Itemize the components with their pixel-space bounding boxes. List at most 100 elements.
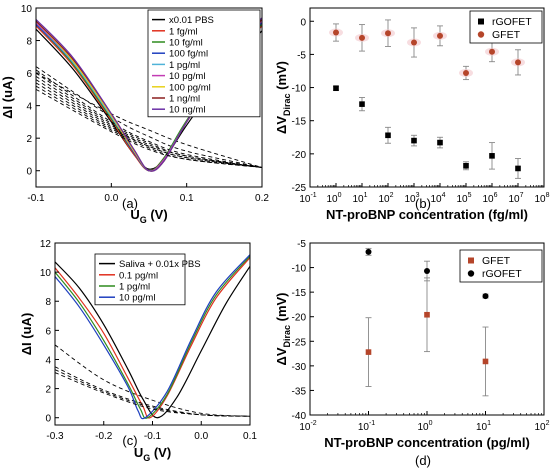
x-tick-exponent: -2 bbox=[310, 420, 316, 427]
data-point-circle bbox=[437, 32, 443, 39]
data-point-circle bbox=[424, 268, 430, 275]
plot-frame bbox=[35, 7, 263, 188]
y-axis-label-unit: (mV) bbox=[274, 61, 289, 94]
legend-marker-circle bbox=[467, 270, 475, 277]
x-axis-label-main: U bbox=[130, 207, 139, 222]
legend-box bbox=[459, 249, 543, 283]
x-tick-label: 107 bbox=[508, 192, 523, 205]
x-tick-label: 105 bbox=[456, 192, 471, 205]
series-dashed-line-3 bbox=[36, 72, 262, 168]
data-point-square bbox=[385, 132, 391, 139]
x-tick-base: 10 bbox=[358, 422, 370, 433]
y-axis-label: ΔVDirac (mV) bbox=[274, 61, 292, 134]
data-point-square bbox=[515, 165, 521, 172]
x-tick-base: 10 bbox=[482, 194, 494, 205]
data-point-square bbox=[365, 349, 372, 355]
data-point-circle bbox=[463, 69, 469, 76]
x-tick-base: 10 bbox=[456, 194, 468, 205]
panel-c: 0 2 4 6 8 10 12 -0.3 -0.2 -0.1 0.0 0.1 UG (V) ΔI (uA)… bbox=[19, 239, 257, 463]
x-tick-exponent: 7 bbox=[520, 192, 524, 199]
x-axis-label-main: NT-proBNP concentration (pg/ml) bbox=[324, 435, 530, 450]
x-tick-exponent: 3 bbox=[416, 192, 420, 199]
x-tick-label: 103 bbox=[404, 192, 419, 205]
panel-d: -40-35-30-25-20-15-10-510-2 10-1 100 101 102… bbox=[274, 239, 550, 468]
panel-label: (d) bbox=[415, 453, 431, 468]
x-tick-label: 10-1 bbox=[299, 192, 316, 205]
data-point-square bbox=[489, 153, 495, 159]
panel-label: (b) bbox=[415, 196, 431, 211]
data-point-square bbox=[411, 137, 417, 144]
plot-area bbox=[329, 19, 525, 179]
legend-label: 1 pg/ml bbox=[119, 282, 150, 293]
series-dashed-line-8 bbox=[36, 88, 262, 168]
data-point-circle bbox=[333, 29, 339, 36]
y-axis-label: ΔVDirac (mV) bbox=[274, 292, 292, 365]
plot-area bbox=[365, 247, 489, 397]
data-point-square bbox=[359, 101, 365, 107]
series-dashed-line-0 bbox=[55, 344, 250, 417]
x-axis-label: UG (V) bbox=[130, 207, 167, 225]
y-axis-label-subscript: Dirac bbox=[282, 93, 292, 116]
x-tick-exponent: 0 bbox=[429, 420, 433, 427]
x-tick-label: 104 bbox=[430, 192, 445, 205]
x-tick-exponent: 5 bbox=[468, 192, 472, 199]
x-tick-label: 0.0 bbox=[104, 193, 118, 204]
x-tick-label: 0.0 bbox=[194, 431, 208, 442]
series-dashed-line-2 bbox=[36, 69, 262, 168]
series-dashed-line-0 bbox=[36, 72, 262, 168]
legend-label: rGOFET bbox=[492, 16, 532, 28]
data-point-circle bbox=[489, 48, 495, 55]
x-tick-base: 10 bbox=[508, 194, 520, 205]
data-point-square bbox=[333, 85, 339, 92]
series-dashed-line-1 bbox=[36, 66, 262, 168]
x-tick-label: -0.2 bbox=[95, 431, 113, 442]
y-tick-label: -25 bbox=[292, 183, 307, 194]
data-point-circle bbox=[365, 248, 372, 255]
y-axis-label: ΔI (uA) bbox=[0, 76, 15, 119]
legend-label: 10 pg/ml bbox=[169, 71, 205, 82]
legend-label: 10 pg/ml bbox=[119, 293, 155, 304]
x-axis-label-main: NT-proBNP concentration (fg/ml) bbox=[326, 207, 528, 222]
legend-marker-square bbox=[478, 18, 484, 25]
series-line-0 bbox=[55, 261, 250, 419]
y-tick-label: 4 bbox=[45, 355, 51, 366]
legend-box bbox=[469, 10, 543, 44]
x-tick-exponent: 6 bbox=[494, 192, 498, 199]
x-tick-label: -0.3 bbox=[46, 431, 64, 442]
panel-label: (c) bbox=[122, 433, 137, 448]
data-point-circle bbox=[411, 39, 417, 46]
y-tick-label: 4 bbox=[26, 102, 32, 113]
x-tick-exponent: 2 bbox=[390, 192, 394, 199]
x-tick-base: 10 bbox=[476, 422, 488, 433]
x-tick-base: 10 bbox=[352, 194, 364, 205]
x-tick-exponent: -1 bbox=[369, 420, 375, 427]
y-tick-label: -5 bbox=[297, 50, 306, 61]
y-tick-label: 10 bbox=[40, 268, 52, 279]
x-tick-base: 10 bbox=[404, 194, 416, 205]
series-dashed-line-6 bbox=[36, 82, 262, 168]
data-point-circle bbox=[515, 59, 521, 66]
x-tick-label: 10-2 bbox=[299, 420, 316, 433]
x-tick-label: 106 bbox=[482, 192, 497, 205]
y-tick-label: 2 bbox=[26, 134, 32, 145]
series-dashed-line-1 bbox=[55, 366, 250, 417]
x-tick-exponent: 1 bbox=[487, 420, 491, 427]
x-tick-label: -0.1 bbox=[27, 193, 45, 204]
x-tick-exponent: 8 bbox=[546, 192, 550, 199]
series-dashed-line-3 bbox=[55, 372, 250, 417]
y-axis-label: ΔI (uA) bbox=[19, 313, 34, 356]
data-point-square bbox=[482, 358, 489, 365]
y-tick-label: -40 bbox=[292, 411, 307, 422]
x-tick-label: 0.1 bbox=[243, 431, 257, 442]
panel-label: (a) bbox=[122, 196, 138, 211]
x-tick-label: 108 bbox=[534, 192, 549, 205]
legend-box bbox=[147, 9, 261, 118]
series-line-3 bbox=[55, 254, 250, 420]
x-tick-label: 0.2 bbox=[255, 193, 269, 204]
legend-label: Saliva + 0.01x PBS bbox=[119, 259, 201, 270]
x-axis-label: NT-proBNP concentration (fg/ml) bbox=[326, 207, 528, 222]
x-tick-label: 10-1 bbox=[358, 420, 375, 433]
legend-label: 100 fg/ml bbox=[169, 49, 208, 60]
y-tick-label: -25 bbox=[292, 337, 307, 348]
